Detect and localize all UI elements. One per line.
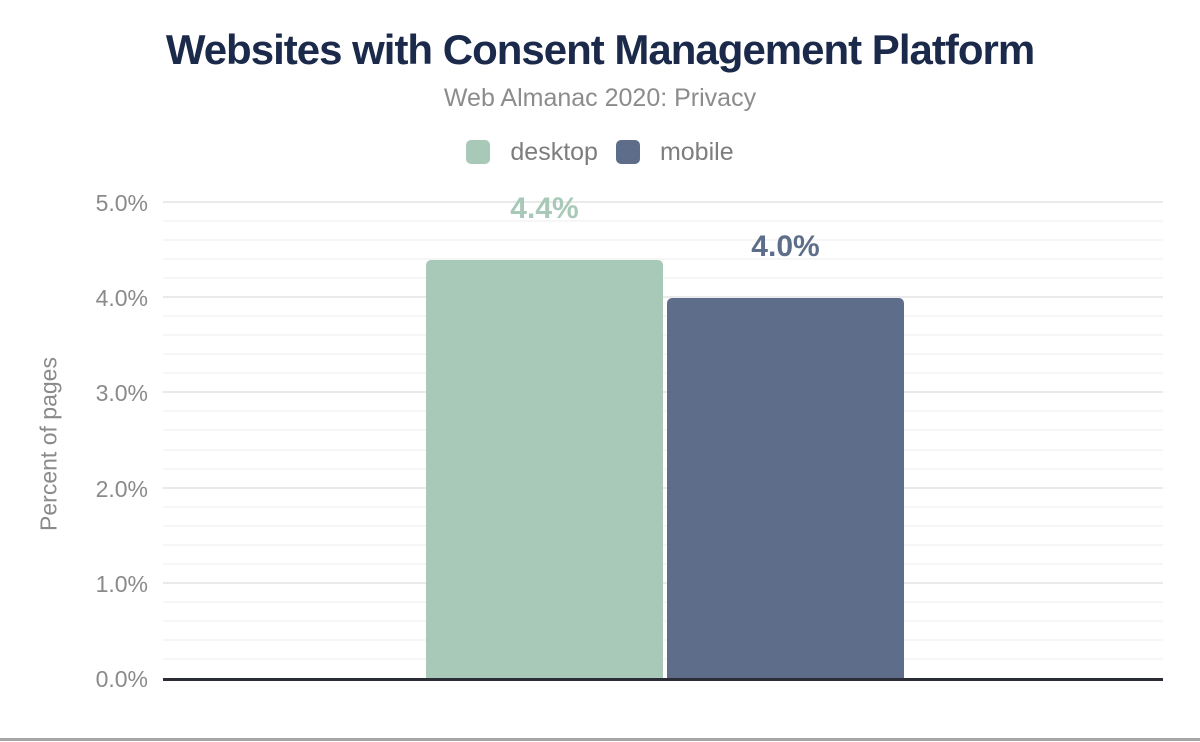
x-axis-line [163, 678, 1163, 681]
legend-label-mobile: mobile [659, 137, 734, 166]
gridline-minor [163, 524, 1163, 527]
gridline-minor [163, 543, 1163, 546]
legend-swatch-mobile [615, 140, 640, 164]
bottom-border [0, 738, 1200, 741]
bar-mobile[interactable] [667, 298, 904, 679]
gridline-minor [163, 505, 1163, 508]
chart-title: Websites with Consent Management Platfor… [165, 26, 1035, 73]
legend-swatch-desktop [466, 140, 491, 164]
gridline-minor [163, 638, 1163, 641]
gridline-minor [163, 277, 1163, 280]
gridline-minor [163, 619, 1163, 622]
y-tick-4.0%: 4.0% [95, 285, 148, 312]
legend-item-mobile[interactable]: mobile [615, 137, 734, 167]
y-tick-5.0%: 5.0% [95, 190, 148, 216]
legend: desktop mobile [0, 136, 1200, 168]
gridline-minor [163, 410, 1163, 413]
gridline-minor [163, 334, 1163, 337]
gridline-minor [163, 429, 1163, 432]
gridline-minor [163, 657, 1163, 660]
chart-subtitle: Web Almanac 2020: Privacy [443, 84, 757, 112]
bar-desktop[interactable] [426, 260, 663, 679]
gridline-major [163, 201, 1163, 203]
y-tick-2.0%: 2.0% [95, 475, 148, 502]
gridline-minor [163, 600, 1163, 603]
plot-area: 4.4% 4.0% [163, 194, 1163, 681]
gridline-minor [163, 372, 1163, 375]
gridline-minor [163, 562, 1163, 565]
gridline-minor [163, 448, 1163, 451]
data-label-desktop: 4.4% [510, 192, 579, 225]
gridline-minor [163, 220, 1163, 223]
gridline-major [163, 391, 1163, 394]
gridline-minor [163, 258, 1163, 261]
gridline-minor [163, 467, 1163, 470]
gridline-major [163, 581, 1163, 584]
legend-label-desktop: desktop [510, 137, 598, 166]
gridline-minor [163, 315, 1163, 318]
gridline-major [163, 486, 1163, 489]
gridline-minor [163, 353, 1163, 356]
y-tick-1.0%: 1.0% [95, 570, 148, 597]
data-label-mobile: 4.0% [751, 230, 820, 263]
gridline-major [163, 296, 1163, 299]
gridline-minor [163, 239, 1163, 242]
legend-item-desktop[interactable]: desktop [466, 138, 598, 167]
y-tick-3.0%: 3.0% [95, 380, 148, 407]
y-tick-0.0%: 0.0% [95, 666, 148, 692]
